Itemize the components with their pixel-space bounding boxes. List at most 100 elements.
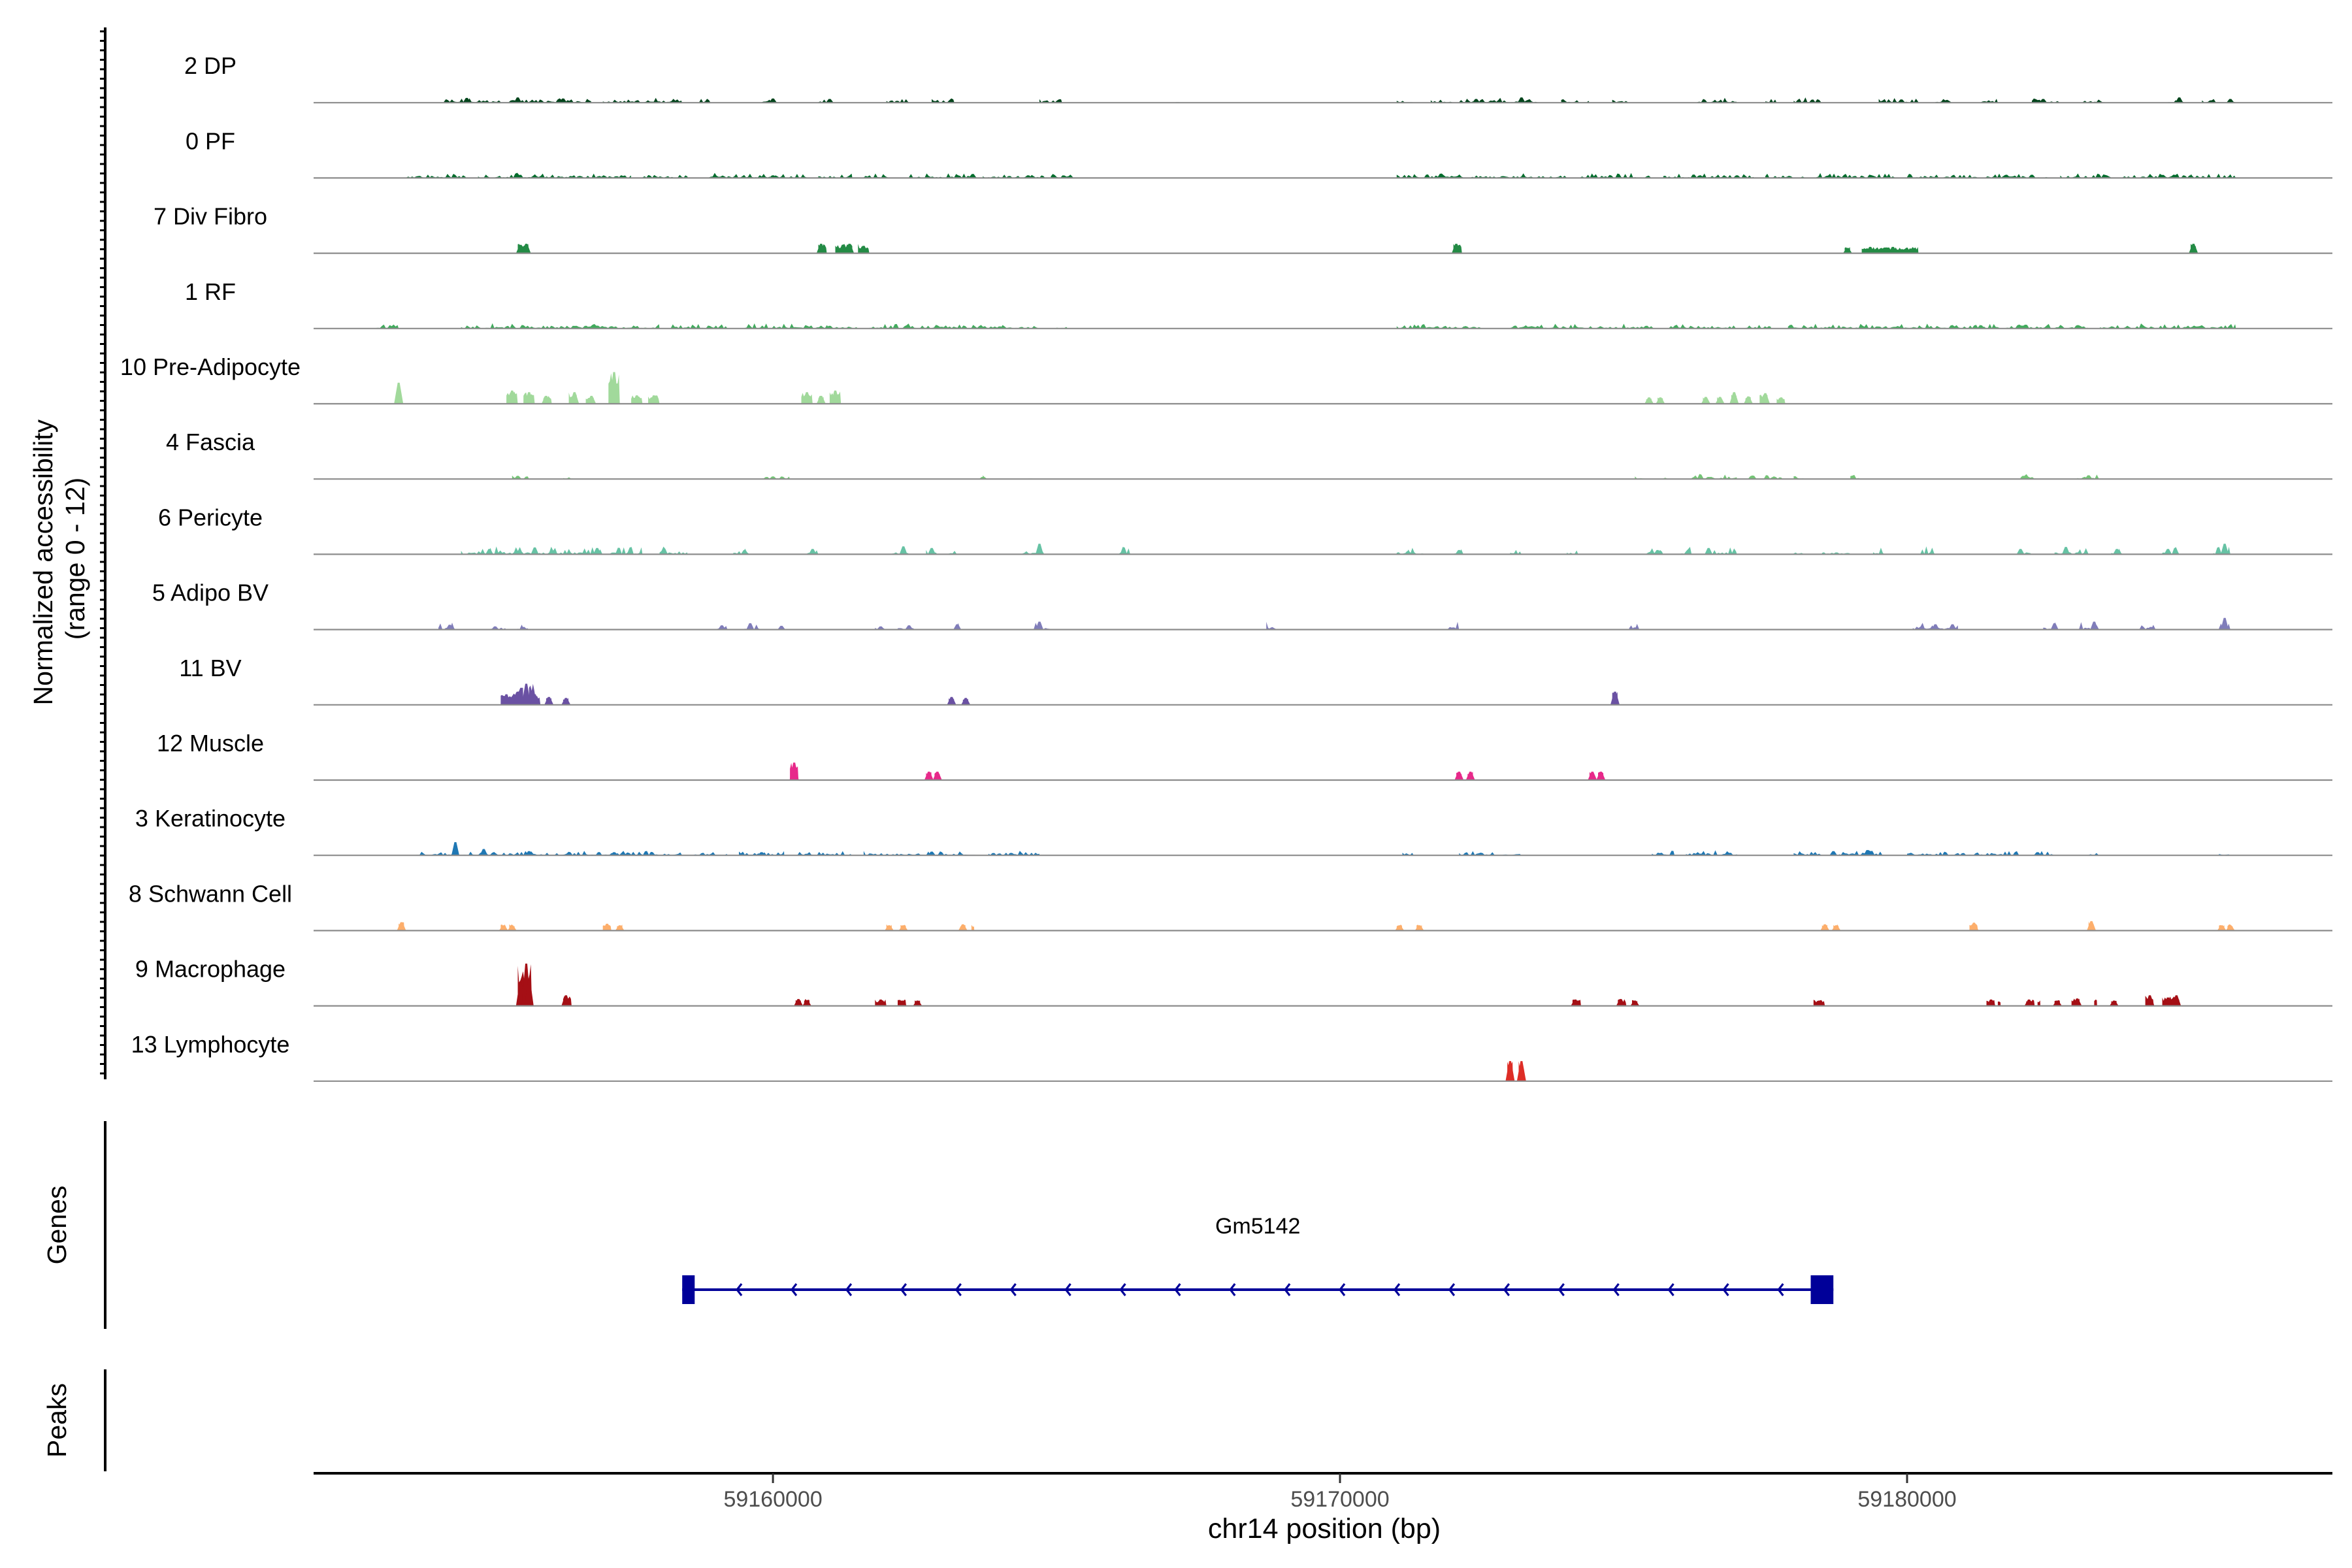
coverage-peak bbox=[961, 698, 971, 705]
coverage-peak bbox=[2109, 1000, 2119, 1006]
coverage-peak bbox=[2113, 549, 2121, 555]
coverage-peak bbox=[1414, 925, 1424, 931]
coverage-peak bbox=[1761, 393, 1770, 404]
track-label: 1 RF bbox=[185, 278, 236, 305]
coverage-peak bbox=[717, 625, 726, 630]
genes-axis-label: Genes bbox=[42, 1186, 72, 1265]
coverage-peak bbox=[1820, 924, 1830, 931]
y-axis bbox=[100, 27, 106, 1079]
coverage-peak bbox=[1395, 925, 1405, 931]
coverage-peak bbox=[587, 395, 596, 404]
x-tick-label: 59180000 bbox=[1857, 1487, 1956, 1512]
gene-name: Gm5142 bbox=[1215, 1214, 1300, 1239]
coverage-peak bbox=[544, 696, 554, 705]
coverage-peak bbox=[610, 372, 619, 404]
coverage-area bbox=[517, 244, 2197, 253]
genes-panel: Genes Gm5142 bbox=[42, 1121, 1834, 1329]
coverage-peak bbox=[808, 549, 817, 555]
strand-arrow bbox=[845, 1283, 853, 1296]
coverage-peak bbox=[1863, 850, 1872, 856]
track-label: 0 PF bbox=[186, 127, 235, 154]
coverage-peak bbox=[1036, 544, 1043, 555]
coverage-peak bbox=[525, 851, 533, 856]
coverage-track: 0 PF bbox=[186, 127, 2332, 179]
coverage-peak bbox=[524, 979, 534, 1006]
coverage-peak bbox=[1897, 99, 1906, 103]
strand-arrow bbox=[1393, 1283, 1401, 1296]
coverage-area bbox=[399, 921, 2234, 931]
coverage-peak bbox=[1705, 547, 1713, 555]
coverage-peak bbox=[530, 694, 540, 705]
coverage-peak bbox=[1701, 397, 1710, 404]
strand-arrow bbox=[955, 1283, 962, 1296]
coverage-peak bbox=[898, 925, 908, 931]
coverage-peak bbox=[2053, 1000, 2062, 1006]
coverage-area bbox=[512, 474, 2100, 480]
coverage-peak bbox=[794, 999, 804, 1006]
strand-arrow bbox=[1722, 1283, 1729, 1296]
coverage-peak bbox=[1744, 396, 1753, 404]
track-label: 5 Adipo BV bbox=[152, 580, 269, 606]
coverage-peak bbox=[1831, 925, 1841, 931]
coverage-track: 13 Lymphocyte bbox=[131, 1031, 2332, 1082]
coverage-peak bbox=[953, 624, 962, 630]
track-label: 11 BV bbox=[179, 655, 241, 681]
peaks-axis-label: Peaks bbox=[42, 1383, 72, 1458]
coverage-peak bbox=[507, 390, 517, 404]
strand-arrow bbox=[900, 1283, 907, 1296]
coverage-peak bbox=[570, 392, 580, 404]
strand-arrow bbox=[1284, 1283, 1291, 1296]
track-label: 8 Schwann Cell bbox=[129, 880, 292, 907]
track-label: 2 DP bbox=[184, 52, 237, 79]
coverage-track: 9 Macrophage bbox=[135, 956, 2332, 1007]
coverage-peak bbox=[485, 549, 494, 555]
coverage-peak bbox=[2225, 925, 2235, 931]
coverage-area bbox=[444, 97, 2236, 103]
coverage-peak bbox=[2172, 995, 2181, 1006]
coverage-peak bbox=[521, 683, 531, 705]
coverage-peak bbox=[531, 547, 539, 555]
coverage-peak bbox=[498, 925, 508, 931]
coverage-peak bbox=[1630, 1000, 1640, 1006]
coverage-peak bbox=[913, 1000, 923, 1006]
coverage-area bbox=[438, 621, 2230, 630]
coverage-peak bbox=[1948, 624, 1957, 630]
coverage-peak bbox=[1571, 999, 1580, 1006]
coverage-peak bbox=[789, 762, 799, 780]
coverage-peak bbox=[1517, 97, 1526, 103]
coverage-peak bbox=[559, 98, 567, 103]
coverage-peak bbox=[1715, 397, 1725, 404]
track-label: 9 Macrophage bbox=[135, 956, 286, 983]
coverage-peak bbox=[480, 849, 488, 856]
coverage-peak bbox=[2145, 995, 2155, 1006]
coverage-peak bbox=[1976, 325, 1985, 329]
coverage-peak bbox=[1588, 772, 1597, 780]
coverage-peak bbox=[2084, 475, 2093, 480]
coverage-peak bbox=[958, 924, 968, 931]
coverage-peak bbox=[1908, 248, 1918, 253]
coverage-track: 11 BV bbox=[179, 655, 2332, 706]
coverage-track: 1 RF bbox=[185, 278, 2332, 329]
coverage-peak bbox=[2164, 549, 2172, 555]
coverage-peak bbox=[1610, 691, 1620, 705]
coverage-peak bbox=[845, 244, 855, 253]
coverage-area bbox=[461, 546, 2230, 555]
coverage-peak bbox=[1776, 397, 1786, 404]
coverage-peak bbox=[1616, 999, 1625, 1006]
coverage-peak bbox=[1814, 1000, 1824, 1006]
coverage-peak bbox=[825, 99, 834, 103]
coverage-area bbox=[376, 323, 2236, 329]
strand-arrow bbox=[1229, 1283, 1236, 1296]
coverage-peak bbox=[561, 995, 571, 1006]
coverage-peak bbox=[521, 244, 531, 253]
strand-arrow bbox=[736, 1283, 743, 1296]
coverage-peak bbox=[1865, 246, 1875, 253]
coverage-area bbox=[404, 172, 2236, 178]
coverage-peak bbox=[561, 698, 571, 705]
coverage-peak bbox=[816, 244, 826, 253]
strand-arrow bbox=[1009, 1283, 1017, 1296]
coverage-area bbox=[500, 683, 1618, 705]
coverage-peak bbox=[924, 772, 934, 780]
coverage-peak bbox=[2087, 921, 2097, 931]
